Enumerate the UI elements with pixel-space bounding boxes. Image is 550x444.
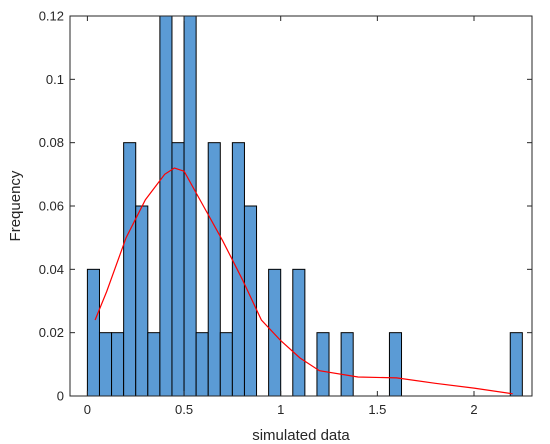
histogram-bar xyxy=(86,268,100,397)
y-tick-label: 0.02 xyxy=(39,325,64,340)
histogram-bar xyxy=(231,142,245,397)
x-tick-label: 1.5 xyxy=(368,402,386,417)
histogram-bar xyxy=(123,142,137,397)
x-tick-label: 0 xyxy=(84,402,91,417)
histogram-bar xyxy=(219,332,233,397)
histogram-bar xyxy=(292,268,306,397)
histogram-bar xyxy=(147,332,161,397)
histogram-bar xyxy=(111,332,125,397)
x-axis: 0 0.5 1 1.5 2 xyxy=(84,16,478,417)
histogram-bar xyxy=(316,332,330,397)
y-tick-label: 0.04 xyxy=(39,262,64,277)
y-tick-label: 0.1 xyxy=(46,72,64,87)
histogram-bar xyxy=(195,332,209,397)
x-tick-label: 1 xyxy=(277,402,284,417)
histogram-bar xyxy=(171,142,185,397)
histogram-bar xyxy=(340,332,354,397)
histogram-bar xyxy=(183,15,197,397)
x-tick-label: 2 xyxy=(470,402,477,417)
histogram-bar xyxy=(388,332,403,397)
x-axis-label: simulated data xyxy=(252,427,350,444)
y-tick-label: 0 xyxy=(57,389,64,404)
bars-layer xyxy=(86,15,523,397)
histogram-bar xyxy=(159,15,173,397)
density-curve xyxy=(94,167,513,395)
histogram-bar xyxy=(98,332,113,397)
histogram-bar xyxy=(207,142,221,397)
histogram-bar xyxy=(135,205,149,397)
y-tick-label: 0.08 xyxy=(39,135,64,150)
y-axis-label: Frequency xyxy=(7,170,24,241)
y-tick-label: 0.12 xyxy=(39,9,64,24)
histogram-bar xyxy=(509,332,523,397)
histogram-bar xyxy=(268,268,282,397)
y-axis: 0 0.02 0.04 0.06 0.08 0.1 0.12 xyxy=(39,9,532,404)
x-tick-label: 0.5 xyxy=(175,402,193,417)
histogram-bar xyxy=(243,205,258,397)
y-tick-label: 0.06 xyxy=(39,199,64,214)
